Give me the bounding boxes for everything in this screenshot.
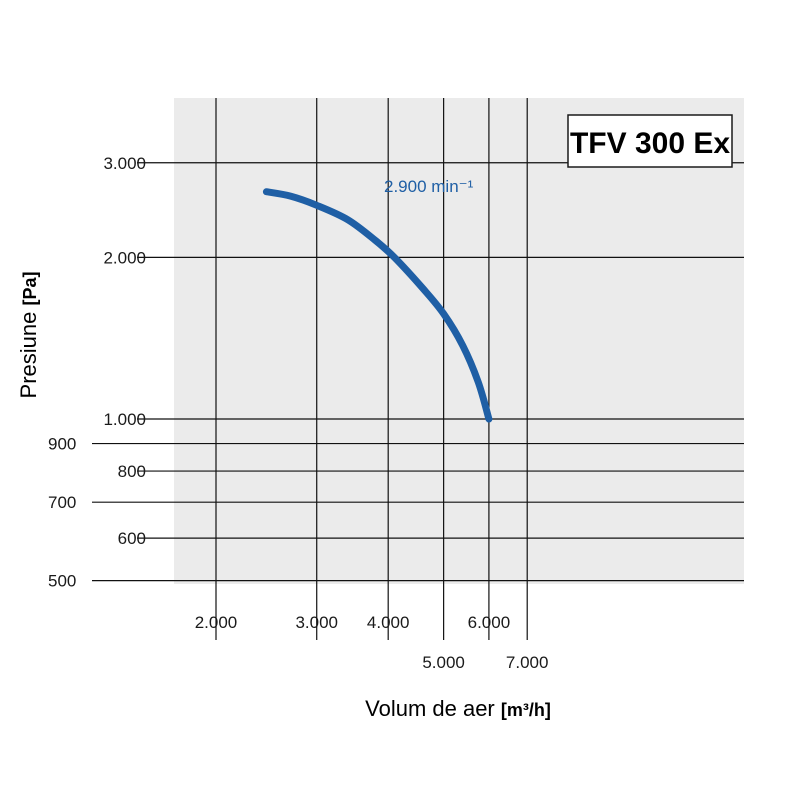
- x-tick-label: 7.000: [506, 653, 549, 672]
- chart-title: TFV 300 Ex: [570, 127, 730, 160]
- y-tick-label: 500: [48, 572, 76, 591]
- x-tick-label: 2.000: [195, 613, 238, 632]
- y-axis-unit: [Pa]: [20, 272, 40, 306]
- y-axis-title: Presiune [Pa]: [16, 272, 41, 399]
- series-line: [262, 188, 493, 423]
- title-box: [567, 114, 733, 168]
- y-tick-label: 2.000: [103, 248, 146, 267]
- x-tick-label: 3.000: [295, 613, 338, 632]
- x-tick-label: 5.000: [422, 653, 465, 672]
- series-layer: 2.900 min⁻¹: [262, 177, 493, 423]
- series-label: 2.900 min⁻¹: [384, 177, 474, 196]
- y-tick-label: 700: [48, 493, 76, 512]
- x-axis-label: Volum de aer: [365, 696, 495, 721]
- y-tick-label: 800: [118, 462, 146, 481]
- x-tick-label: 6.000: [468, 613, 511, 632]
- x-axis-title: Volum de aer [m³/h]: [365, 696, 551, 721]
- y-tick-label: 600: [118, 529, 146, 548]
- tick-labels: 2.000 3.000 4.000 5.000 6.000 7.000 500 600 700 8…: [48, 154, 548, 672]
- y-tick-label: 1.000: [103, 410, 146, 429]
- title-badge: TFV 300 Ex: [567, 114, 733, 168]
- x-tick-label: 4.000: [367, 613, 410, 632]
- x-axis-unit: [m³/h]: [501, 700, 551, 720]
- y-tick-label: 3.000: [103, 154, 146, 173]
- grid: [92, 98, 744, 640]
- y-axis-label: Presiune: [16, 312, 41, 399]
- y-tick-label: 900: [48, 435, 76, 454]
